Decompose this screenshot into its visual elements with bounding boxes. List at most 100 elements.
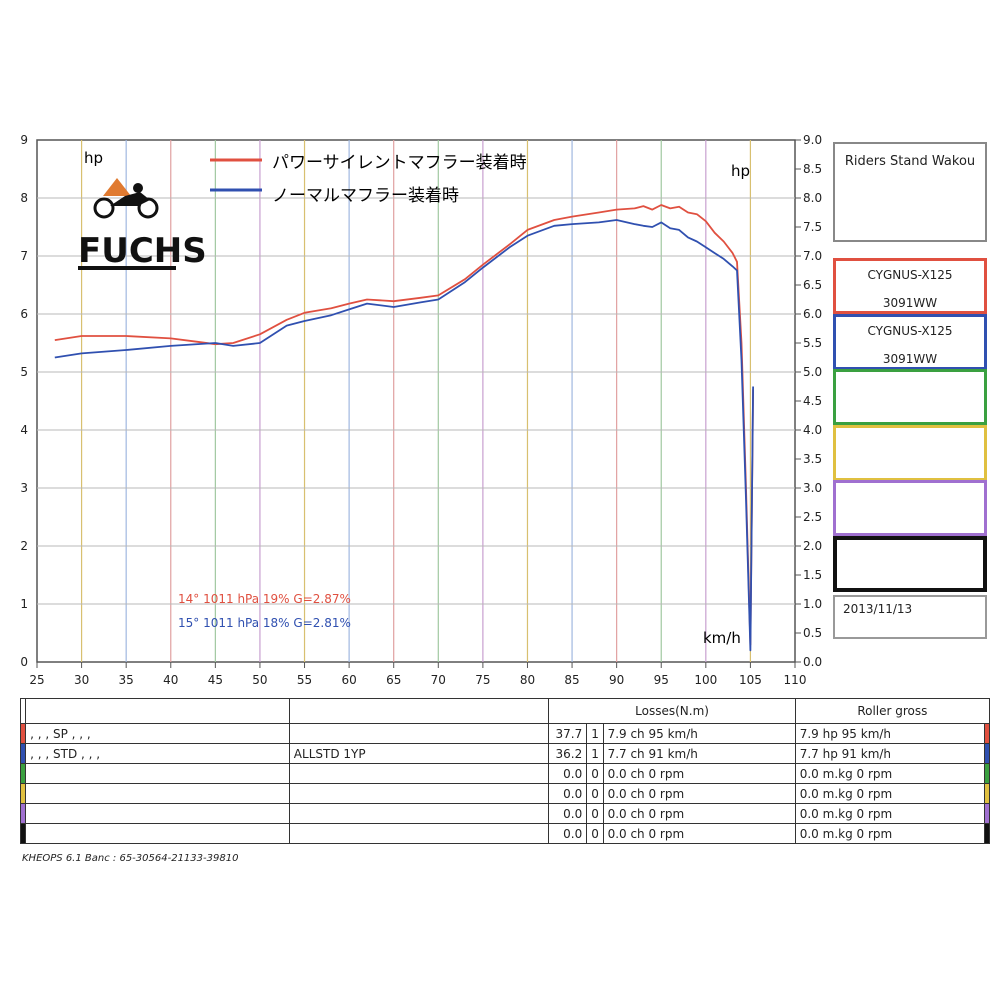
y-tick-label-right: 2.0	[803, 539, 822, 553]
table-row: 0.0 0 0.0 ch 0 rpm 0.0 m.kg 0 rpm	[19, 823, 991, 844]
row-name: , , , STD , , ,	[25, 743, 290, 764]
row-color-swatch-right	[983, 803, 991, 824]
y-axis-label-left: hp	[84, 149, 103, 167]
row-name	[25, 763, 290, 784]
y-tick-label-left: 7	[20, 249, 28, 263]
row-power: 7.7 ch 91 km/h	[602, 743, 796, 764]
row-roller: 7.7 hp 91 km/h	[794, 743, 985, 764]
row-power: 0.0 ch 0 rpm	[602, 763, 796, 784]
run-box-6	[833, 535, 987, 592]
row-color-swatch-right	[983, 743, 991, 764]
row-code	[288, 723, 550, 744]
x-tick-label: 60	[341, 673, 356, 687]
y-tick-label-right: 8.5	[803, 162, 822, 176]
y-tick-label-right: 0.5	[803, 626, 822, 640]
y-tick-label-right: 7.0	[803, 249, 822, 263]
x-tick-label: 70	[431, 673, 446, 687]
chart-grid	[36, 139, 796, 663]
row-name: , , , SP , , ,	[25, 723, 290, 744]
y-tick-label-left: 3	[20, 481, 28, 495]
x-tick-label: 35	[119, 673, 134, 687]
legend-label-red: パワーサイレントマフラー装着時	[272, 153, 527, 173]
row-power: 0.0 ch 0 rpm	[602, 823, 796, 844]
y-tick-label-left: 2	[20, 539, 28, 553]
row-name	[25, 823, 290, 844]
y-tick-label-right: 8.0	[803, 191, 822, 205]
row-power: 0.0 ch 0 rpm	[602, 783, 796, 804]
x-tick-label: 50	[252, 673, 267, 687]
date-box: 2013/11/13	[833, 595, 987, 639]
row-count: 0	[586, 763, 604, 784]
row-color-swatch-right	[983, 783, 991, 804]
y-tick-label-right: 4.0	[803, 423, 822, 437]
y-tick-label-right: 0.0	[803, 655, 822, 669]
row-roller: 7.9 hp 95 km/h	[794, 723, 985, 744]
y-tick-label-right: 5.5	[803, 336, 822, 350]
fuchs-logo: FUCHS	[78, 178, 207, 271]
motorcycle-icon	[93, 197, 115, 219]
legend-label-blue: ノーマルマフラー装着時	[272, 186, 459, 206]
series-line-0	[54, 204, 754, 646]
y-tick-label-right: 6.0	[803, 307, 822, 321]
x-tick-label: 105	[739, 673, 762, 687]
x-tick-label: 45	[208, 673, 223, 687]
y-tick-label-right: 4.5	[803, 394, 822, 408]
losses-header: Losses(N.m)	[548, 698, 796, 724]
y-tick-label-right: 2.5	[803, 510, 822, 524]
series-line-1	[54, 219, 754, 652]
x-tick-label: 95	[654, 673, 669, 687]
row-color-swatch-right	[983, 823, 991, 844]
row-code	[288, 803, 550, 824]
y-tick-label-right: 3.0	[803, 481, 822, 495]
x-tick-label: 85	[564, 673, 579, 687]
row-roller: 0.0 m.kg 0 rpm	[794, 783, 985, 804]
test-date: 2013/11/13	[843, 602, 913, 616]
run-code: 3091WW	[882, 296, 938, 310]
y-tick-label-right: 3.5	[803, 452, 822, 466]
chart-series	[54, 204, 754, 652]
y-tick-label-left: 1	[20, 597, 28, 611]
row-count: 0	[586, 803, 604, 824]
x-tick-label: 90	[609, 673, 624, 687]
table-row: 0.0 0 0.0 ch 0 rpm 0.0 m.kg 0 rpm	[19, 783, 991, 804]
conditions-annotation-red: 14° 1011 hPa 19% G=2.87%	[178, 592, 351, 606]
row-loss: 0.0	[548, 763, 588, 784]
y-tick-label-right: 6.5	[803, 278, 822, 292]
x-axis-label: km/h	[703, 629, 741, 647]
row-loss: 0.0	[548, 823, 588, 844]
table-row: , , , SP , , , 37.7 1 7.9 ch 95 km/h 7.9 hp …	[19, 723, 991, 744]
x-tick-label: 30	[74, 673, 89, 687]
run-code: 3091WW	[882, 351, 938, 366]
y-tick-label-right: 9.0	[803, 133, 822, 147]
row-power: 7.9 ch 95 km/h	[602, 723, 796, 744]
footer-kheops: KHEOPS 6.1 Banc : 65-30564-21133-39810	[22, 853, 239, 864]
run-model: CYGNUS-X125	[867, 268, 953, 282]
row-roller: 0.0 m.kg 0 rpm	[794, 803, 985, 824]
roller-header: Roller gross	[794, 698, 991, 724]
x-tick-label: 25	[29, 673, 44, 687]
row-code	[288, 823, 550, 844]
y-tick-label-left: 9	[20, 133, 28, 147]
y-tick-label-right: 7.5	[803, 220, 822, 234]
row-name	[25, 783, 290, 804]
logo-text: FUCHS	[78, 231, 207, 271]
row-color-swatch-right	[983, 763, 991, 784]
row-name	[25, 803, 290, 824]
x-tick-label: 75	[475, 673, 490, 687]
row-code	[288, 763, 550, 784]
y-tick-label-right: 1.5	[803, 568, 822, 582]
run-box-5	[833, 480, 987, 536]
table-row: , , , STD , , , ALLSTD 1YP 36.2 1 7.7 ch 91 …	[19, 743, 991, 764]
results-table: Losses(N.m) Roller gross , , , SP , , , 3…	[19, 698, 991, 844]
table-header-row: Losses(N.m) Roller gross	[19, 698, 991, 724]
row-loss: 0.0	[548, 783, 588, 804]
row-count: 1	[586, 723, 604, 744]
row-code: ALLSTD 1YP	[288, 743, 550, 764]
y-tick-label-right: 1.0	[803, 597, 822, 611]
side-panel-title-box: Riders Stand Wakou	[833, 142, 987, 242]
plot-area	[36, 139, 796, 663]
y-tick-label-left: 6	[20, 307, 28, 321]
row-loss: 0.0	[548, 803, 588, 824]
chart-axes: 25 30 35 40 45 50 55 60 65 70 75 80 85 90 95 100 105 1100…	[20, 133, 822, 687]
logo-triangle-icon	[103, 178, 131, 196]
